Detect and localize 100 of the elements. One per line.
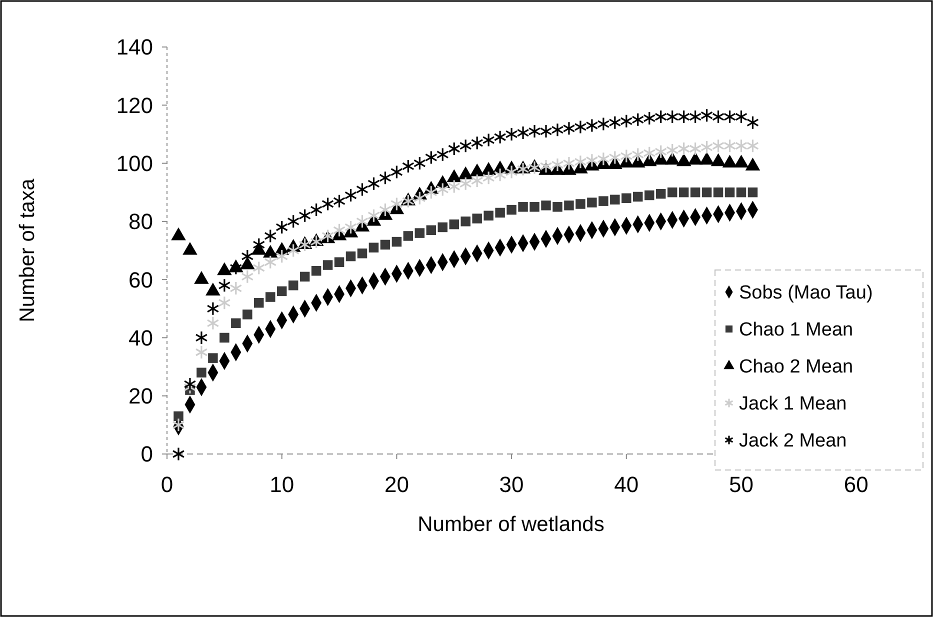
x-tick-label: 30 bbox=[499, 472, 524, 497]
point bbox=[654, 110, 668, 124]
point bbox=[678, 110, 690, 124]
y-tick-label: 40 bbox=[128, 325, 153, 350]
legend-label: Jack 2 Mean bbox=[739, 430, 847, 452]
point bbox=[654, 144, 668, 159]
point bbox=[587, 198, 597, 208]
point bbox=[724, 138, 736, 153]
legend-label: Sobs (Mao Tau) bbox=[739, 282, 873, 304]
point bbox=[620, 148, 633, 164]
point bbox=[402, 159, 414, 174]
point bbox=[505, 127, 518, 142]
point bbox=[449, 219, 459, 230]
y-tick-label: 120 bbox=[116, 92, 153, 118]
point bbox=[413, 156, 426, 170]
point bbox=[516, 126, 530, 140]
point bbox=[195, 345, 208, 360]
point bbox=[287, 243, 300, 258]
point bbox=[424, 150, 438, 165]
y-axis-title: Number of taxa bbox=[16, 178, 39, 322]
point bbox=[472, 214, 482, 224]
point bbox=[276, 286, 287, 296]
point bbox=[551, 122, 564, 137]
legend-label: Jack 1 Mean bbox=[739, 394, 847, 415]
point bbox=[392, 236, 402, 247]
y-tick-label: 80 bbox=[128, 209, 153, 234]
point bbox=[333, 194, 346, 208]
point bbox=[438, 222, 448, 232]
point bbox=[220, 332, 230, 343]
point bbox=[460, 216, 470, 226]
point bbox=[551, 158, 564, 172]
point bbox=[484, 210, 494, 220]
y-tick-label: 140 bbox=[116, 34, 153, 60]
point bbox=[656, 188, 666, 199]
point bbox=[231, 318, 241, 328]
x-tick-label: 0 bbox=[160, 472, 174, 497]
point bbox=[346, 251, 356, 262]
x-tick-label: 50 bbox=[729, 472, 754, 497]
point bbox=[470, 136, 484, 150]
point bbox=[562, 156, 576, 170]
point bbox=[298, 208, 312, 223]
point bbox=[172, 446, 185, 462]
point bbox=[633, 192, 643, 202]
legend-label: Chao 2 Mean bbox=[739, 356, 854, 378]
x-tick-label: 20 bbox=[384, 472, 409, 497]
point bbox=[436, 182, 449, 197]
point bbox=[736, 187, 746, 198]
point bbox=[540, 159, 552, 174]
point bbox=[541, 200, 551, 210]
point bbox=[413, 191, 426, 206]
point bbox=[344, 220, 357, 234]
point bbox=[172, 418, 185, 432]
point bbox=[712, 138, 724, 153]
point bbox=[218, 296, 231, 310]
point bbox=[378, 202, 392, 217]
point bbox=[470, 174, 484, 188]
point bbox=[414, 228, 425, 238]
point bbox=[643, 111, 656, 126]
point bbox=[390, 164, 403, 180]
point bbox=[311, 266, 322, 276]
point bbox=[195, 330, 208, 345]
point bbox=[230, 281, 242, 296]
point bbox=[506, 204, 516, 215]
point bbox=[357, 248, 368, 258]
point bbox=[310, 202, 323, 217]
point bbox=[403, 231, 414, 241]
point bbox=[206, 316, 220, 330]
point bbox=[632, 112, 644, 127]
point bbox=[333, 223, 346, 238]
point bbox=[459, 138, 472, 153]
point bbox=[310, 234, 323, 249]
y-tick-label: 0 bbox=[140, 442, 153, 467]
point bbox=[322, 260, 333, 270]
point bbox=[689, 142, 702, 156]
point bbox=[390, 196, 403, 212]
point bbox=[735, 110, 748, 124]
point bbox=[608, 116, 622, 130]
point bbox=[666, 110, 679, 124]
point bbox=[620, 114, 633, 128]
point bbox=[586, 118, 598, 133]
point bbox=[448, 142, 460, 156]
point bbox=[448, 179, 460, 194]
point bbox=[287, 214, 300, 228]
point bbox=[368, 242, 379, 252]
point bbox=[574, 154, 587, 169]
point bbox=[748, 187, 758, 198]
point bbox=[494, 130, 506, 144]
point bbox=[597, 152, 610, 166]
point bbox=[700, 140, 714, 154]
point bbox=[334, 257, 344, 268]
point bbox=[380, 240, 390, 250]
y-tick-label: 100 bbox=[116, 150, 153, 176]
point bbox=[746, 116, 759, 130]
point bbox=[265, 292, 276, 302]
point bbox=[586, 153, 598, 168]
point bbox=[700, 108, 714, 122]
point bbox=[241, 270, 254, 284]
point bbox=[505, 164, 518, 180]
x-axis-title: Number of wetlands bbox=[418, 513, 604, 536]
point bbox=[528, 160, 541, 175]
